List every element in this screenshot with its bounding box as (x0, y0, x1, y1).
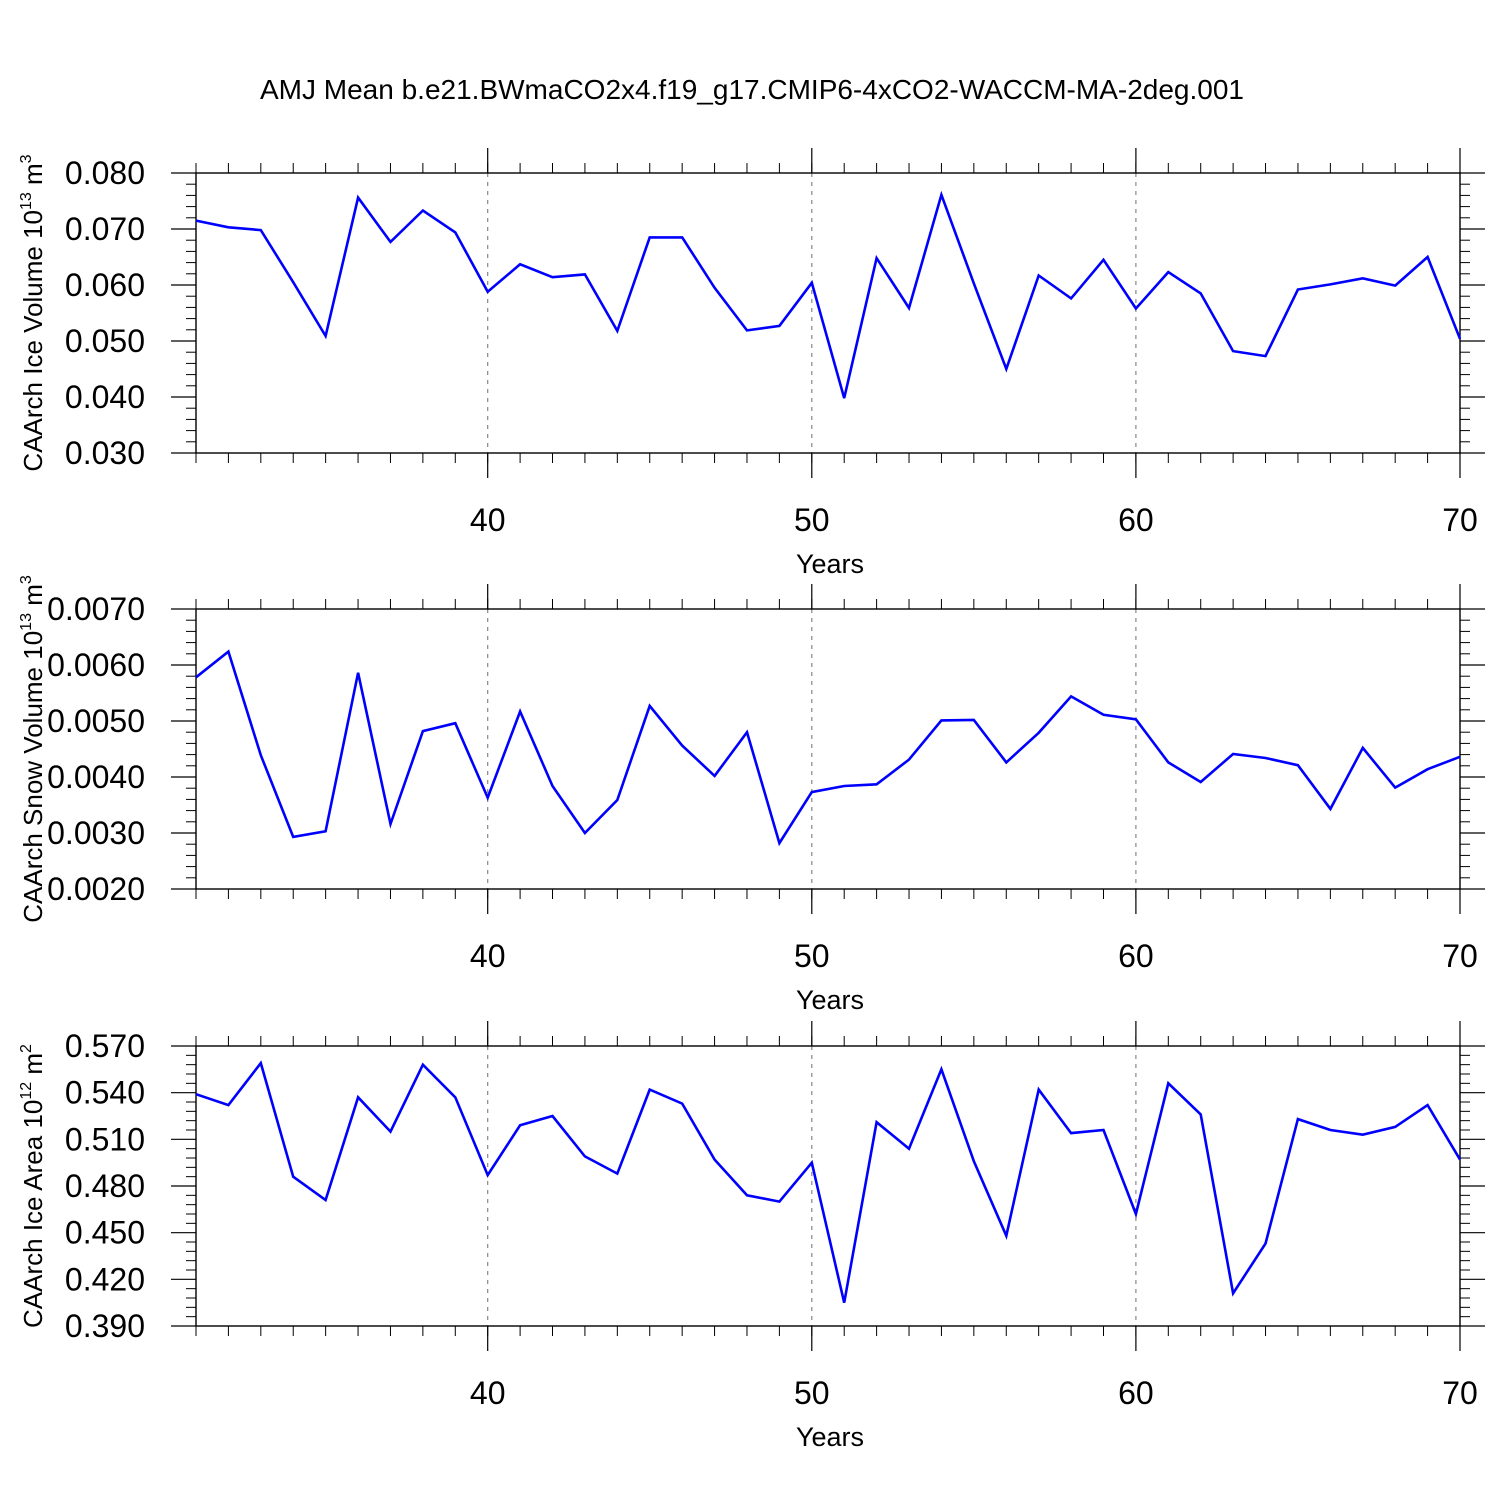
y-tick-label: 0.390 (65, 1308, 145, 1344)
figure-title: AMJ Mean b.e21.BWmaCO2x4.f19_g17.CMIP6-4… (260, 74, 1244, 105)
y-tick-label: 0.510 (65, 1121, 145, 1157)
y-tick-label: 0.060 (65, 267, 145, 303)
x-tick-label: 60 (1118, 938, 1154, 974)
x-tick-label: 70 (1442, 938, 1478, 974)
y-tick-label: 0.450 (65, 1215, 145, 1251)
plot-frame (195, 172, 1461, 454)
series-line (195, 190, 1462, 399)
y-tick-label: 0.540 (65, 1075, 145, 1111)
x-axis-label: Years (796, 985, 864, 1015)
y-tick-label: 0.570 (65, 1028, 145, 1064)
x-axis-label: Years (796, 549, 864, 579)
y-tick-label: 0.0040 (47, 759, 145, 795)
plot-frame (195, 608, 1461, 890)
x-tick-label: 60 (1118, 1375, 1154, 1411)
y-tick-label: 0.050 (65, 323, 145, 359)
y-tick-label: 0.420 (65, 1261, 145, 1297)
y-tick-label: 0.0020 (47, 871, 145, 907)
y-tick-label: 0.0030 (47, 815, 145, 851)
x-tick-label: 50 (794, 1375, 830, 1411)
chart-panel-1: 40 50 60 70 0.030 0.040 0.050 0.060 0.070 0.080 Ye… (18, 148, 1485, 579)
x-tick-label: 50 (794, 502, 830, 538)
x-tick-label: 70 (1442, 502, 1478, 538)
panels: 40 50 60 70 0.030 0.040 0.050 0.060 0.070 0.080 Ye… (18, 148, 1485, 1452)
x-tick-label: 50 (794, 938, 830, 974)
y-tick-label: 0.0060 (47, 647, 145, 683)
chart-panel-3: 40 50 60 70 0.390 0.420 0.450 0.480 0.510 0.540 0.… (18, 1021, 1485, 1452)
series-line (195, 1060, 1462, 1303)
x-tick-label: 60 (1118, 502, 1154, 538)
y-axis-label: CAArch Snow Volume 1013 m3 (18, 575, 48, 923)
y-axis-label: CAArch Ice Area 1012 m2 (18, 1044, 48, 1328)
x-tick-label: 70 (1442, 1375, 1478, 1411)
plot-frame (195, 1045, 1461, 1327)
y-tick-label: 0.080 (65, 155, 145, 191)
y-tick-label: 0.480 (65, 1168, 145, 1204)
y-tick-label: 0.0070 (47, 591, 145, 627)
chart-panel-2: 40 50 60 70 0.0020 0.0030 0.0040 0.0050 0.0060 0.… (18, 575, 1485, 1015)
x-tick-label: 40 (470, 938, 506, 974)
y-tick-label: 0.030 (65, 435, 145, 471)
x-axis-label: Years (796, 1422, 864, 1452)
y-tick-label: 0.040 (65, 379, 145, 415)
x-tick-label: 40 (470, 1375, 506, 1411)
y-tick-label: 0.070 (65, 211, 145, 247)
series-line (195, 649, 1461, 847)
x-tick-label: 40 (470, 502, 506, 538)
y-axis-label: CAArch Ice Volume 1013 m3 (18, 154, 48, 471)
y-tick-label: 0.0050 (47, 703, 145, 739)
